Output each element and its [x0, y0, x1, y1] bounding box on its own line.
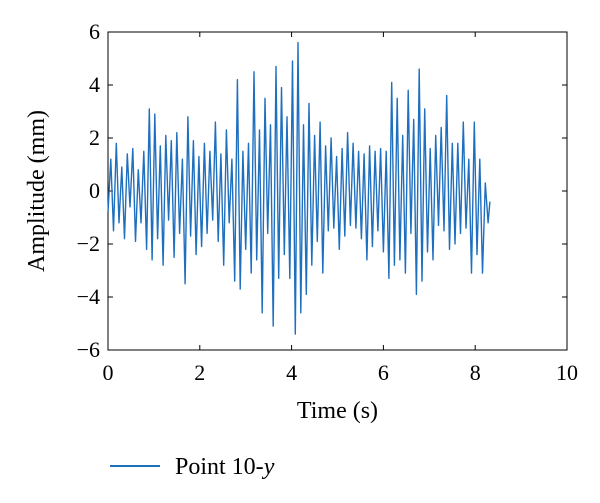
legend-label-italic: y — [262, 454, 275, 480]
series-line-point-10-y — [107, 41, 491, 335]
y-axis-title: Amplitude (mm) — [24, 110, 50, 272]
y-axis-ticks: 6 4 2 0 −2 −4 −6 — [77, 19, 567, 362]
y-tick-label: −4 — [77, 284, 100, 309]
legend: Point 10-y — [110, 454, 275, 480]
y-tick-label: −2 — [77, 231, 100, 256]
x-tick-label: 10 — [556, 360, 578, 385]
x-axis-title: Time (s) — [297, 398, 378, 424]
x-axis-ticks: 0 2 4 6 8 10 — [103, 32, 578, 385]
series-layer — [107, 41, 491, 335]
y-tick-label: 6 — [89, 19, 100, 44]
legend-label-prefix: Point 10- — [175, 454, 264, 480]
x-tick-label: 0 — [103, 360, 114, 385]
x-tick-label: 8 — [470, 360, 481, 385]
x-tick-label: 4 — [286, 360, 297, 385]
y-tick-label: 0 — [89, 178, 100, 203]
y-tick-label: 4 — [89, 72, 100, 97]
y-tick-label: 2 — [89, 125, 100, 150]
x-tick-label: 6 — [378, 360, 389, 385]
legend-label: Point 10-y — [175, 454, 275, 480]
x-tick-label: 2 — [194, 360, 205, 385]
y-tick-label: −6 — [77, 337, 100, 362]
